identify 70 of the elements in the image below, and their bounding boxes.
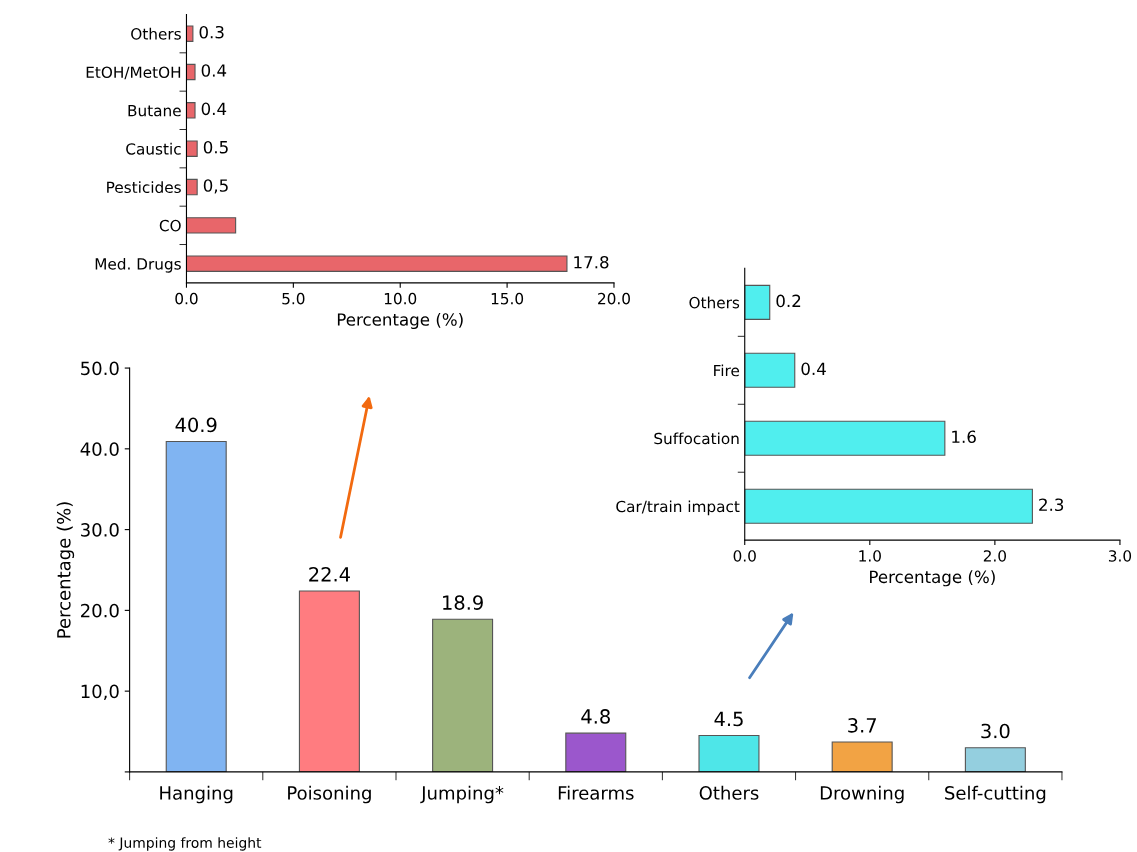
y-tick-label: Car/train impact [616, 500, 740, 516]
data-label: 0.4 [201, 102, 227, 116]
x-tick-label: Firearms [558, 785, 634, 800]
data-label: 3.7 [848, 718, 876, 733]
x-tick-label: 1.0 [859, 550, 881, 562]
x-tick-label: 15.0 [491, 292, 524, 305]
bar [698, 735, 760, 772]
data-label: 0.2 [776, 294, 801, 308]
data-label: 2.3 [1039, 498, 1064, 512]
bar [565, 732, 627, 772]
bar [186, 25, 194, 42]
x-axis-title: Percentage (%) [337, 312, 463, 330]
bar [186, 140, 198, 157]
data-label: 0.5 [203, 140, 228, 154]
y-tick-label: Others [131, 27, 181, 40]
y-tick-label: 20.0 [81, 603, 119, 618]
y-tick-label: CO [159, 219, 181, 232]
x-axis-title: Percentage (%) [870, 570, 995, 587]
bar [186, 178, 198, 196]
bar [186, 217, 237, 234]
y-tick-label: 30.0 [81, 523, 119, 537]
x-tick-label: Others [699, 785, 759, 800]
y-tick-label: Pesticides [107, 181, 181, 194]
y-tick-label: Suffocation [654, 432, 739, 445]
bar [964, 747, 1026, 772]
data-label: 4.8 [581, 709, 610, 724]
y-tick-label: 10,0 [81, 684, 119, 701]
data-label: 3.0 [981, 723, 1010, 739]
x-tick-label: Drowning [820, 785, 904, 804]
x-tick-label: 2.0 [983, 550, 1007, 562]
y-tick-label: EtOH/MetOH [86, 66, 181, 80]
data-label: 0.4 [201, 64, 227, 77]
bar [186, 102, 196, 119]
bar [831, 741, 893, 772]
bar [744, 488, 1033, 524]
y-tick-label: Butane [128, 105, 181, 117]
x-tick-label: 0.0 [733, 550, 756, 562]
data-label: 0,5 [203, 179, 228, 194]
y-axis-title: Percentage (%) [56, 502, 75, 638]
bar [298, 590, 360, 772]
bar [744, 420, 946, 456]
x-tick-label: 3.0 [1108, 550, 1132, 562]
bar [186, 63, 196, 81]
x-tick-label: Jumping* [420, 785, 504, 804]
x-tick-label: 20.0 [598, 292, 630, 305]
data-label: 40.9 [175, 417, 217, 433]
text: * Jumping from height [108, 837, 262, 851]
bar [165, 441, 227, 772]
data-label: 4.5 [714, 711, 743, 727]
bar [744, 352, 796, 388]
data-label: 17.8 [574, 255, 609, 269]
data-label: 0.3 [199, 25, 224, 39]
x-tick-label: 0.0 [175, 292, 198, 305]
y-tick-label: 50.0 [81, 361, 119, 376]
x-tick-label: Hanging [160, 785, 233, 804]
y-tick-label: Med. Drugs [95, 257, 181, 273]
bar [744, 284, 771, 320]
x-tick-label: Poisoning [288, 785, 371, 804]
x-tick-label: Self-cutting [945, 785, 1046, 804]
data-label: 18.9 [443, 595, 483, 610]
data-label: 22.4 [309, 566, 350, 582]
data-label: 0.4 [801, 362, 826, 376]
x-tick-label: 10.0 [384, 292, 417, 305]
bar [186, 255, 568, 272]
y-tick-label: Fire [714, 364, 740, 377]
y-tick-label: 40.0 [80, 442, 119, 456]
data-label: 1.6 [952, 430, 976, 444]
bar [432, 618, 494, 772]
x-tick-label: 5.0 [282, 292, 305, 305]
y-tick-label: Caustic [126, 142, 181, 155]
